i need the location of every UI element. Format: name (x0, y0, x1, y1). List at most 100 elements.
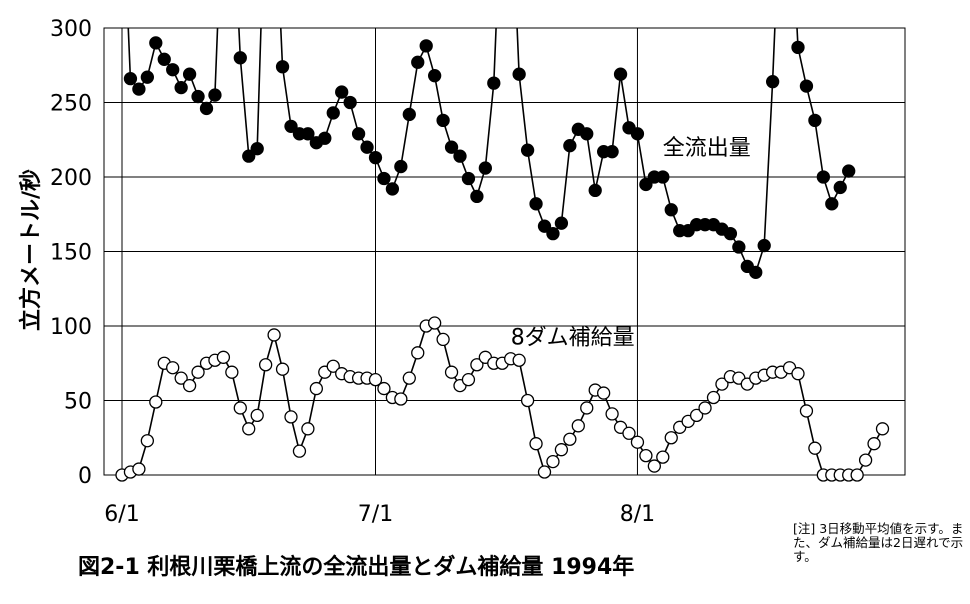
series-labels: 全流出量 8ダム補給量 (511, 136, 751, 350)
dam-supply-point (546, 454, 560, 469)
dam-supply-point (858, 453, 873, 467)
dam-supply-point (182, 378, 197, 393)
total-outflow-point (749, 265, 763, 280)
total-outflow-point (825, 197, 839, 211)
total-outflow-point (233, 51, 247, 65)
dam-supply-point (867, 437, 881, 451)
total-outflow-point (639, 177, 653, 192)
total-outflow-point (335, 85, 349, 99)
dam-supply-point (427, 316, 442, 330)
y-tick-label: 100 (50, 315, 92, 340)
y-tick-label: 250 (50, 92, 92, 117)
total-outflow-point (453, 149, 467, 163)
total-outflow-point (487, 76, 501, 90)
dam-supply-point (250, 408, 264, 423)
dam-supply-point (597, 386, 611, 400)
dam-supply-point (537, 465, 552, 479)
dam-supply-point (258, 358, 273, 372)
dam-supply-point (520, 393, 535, 408)
total-outflow-point (580, 127, 594, 141)
total-outflow-point (368, 150, 383, 165)
dam-supply-point (132, 462, 146, 476)
dam-supply-point (571, 419, 585, 433)
total-outflow-point (470, 189, 484, 204)
total-outflow-point (766, 74, 780, 89)
dam-supply-point (461, 372, 476, 387)
total-outflow-point (444, 140, 459, 154)
dam-supply-point (140, 434, 155, 448)
total-outflow-point (402, 107, 416, 122)
y-axis-tick-labels: 0 50 100 150 200 250 300 (50, 17, 92, 489)
series-points (115, 36, 890, 482)
dam-supply-point (512, 353, 526, 367)
dam-supply-point (394, 392, 408, 406)
total-outflow-point (554, 216, 569, 230)
dam-supply-point (554, 443, 569, 457)
total-outflow-point (140, 70, 155, 84)
grid-lines (103, 27, 906, 476)
total-outflow-point (149, 36, 163, 50)
chart-note: [注] 3日移動平均値を示す。また、ダム補給量は2日遅れで示す。 (793, 521, 964, 564)
total-outflow-point (605, 145, 619, 159)
dam-supply-point (850, 468, 864, 482)
y-tick-label: 150 (50, 241, 92, 266)
total-outflow-point (123, 72, 138, 86)
dam-supply-point (149, 395, 163, 409)
dam-supply-point (292, 444, 307, 458)
dam-supply-point (706, 390, 721, 405)
total-outflow-point (436, 113, 450, 128)
dam-supply-point (698, 401, 712, 415)
total-outflow-point (630, 127, 645, 141)
dam-supply-point (470, 358, 484, 372)
dam-supply-point (275, 362, 290, 376)
dam-supply-point (326, 359, 340, 373)
total-outflow-point (284, 119, 298, 133)
dam-supply-point (444, 365, 459, 379)
total-outflow-point (791, 40, 805, 55)
dam-supply-point (630, 435, 645, 449)
y-axis-label: 立方メートル/秒 (18, 169, 44, 331)
total-outflow-point (842, 164, 856, 178)
dam-supply-point (216, 350, 231, 364)
total-outflow-point (664, 203, 678, 217)
total-outflow-point (394, 159, 408, 174)
dam-supply-point (402, 371, 416, 385)
total-outflow-point (351, 127, 366, 141)
x-tick-label: 6/1 (104, 502, 139, 527)
total-outflow-point (199, 101, 214, 116)
total-outflow-point (377, 171, 391, 186)
total-outflow-point (166, 63, 180, 77)
total-outflow-point (182, 67, 197, 81)
total-outflow-point (799, 79, 814, 93)
dam-supply-point (284, 410, 298, 424)
total-outflow-point (419, 39, 433, 53)
series-label-2: 8ダム補給量 (511, 325, 635, 350)
total-outflow-point (275, 60, 290, 74)
dam-supply-point (411, 346, 425, 360)
total-outflow-point (360, 140, 374, 154)
dam-supply-point (799, 404, 814, 418)
total-outflow-point (461, 171, 476, 186)
dam-supply-point (656, 450, 670, 464)
dam-supply-point (377, 381, 391, 396)
total-outflow-point (242, 149, 256, 163)
x-tick-label: 8/1 (620, 502, 655, 527)
total-outflow-point (512, 67, 526, 81)
total-outflow-point (613, 67, 628, 81)
y-tick-label: 0 (78, 464, 92, 489)
total-outflow-point (250, 142, 264, 156)
total-outflow-point (343, 95, 357, 110)
y-tick-label: 300 (50, 17, 92, 42)
dam-supply-point (301, 422, 315, 436)
dam-supply-point (233, 401, 247, 415)
series-line-2 (121, 322, 884, 475)
dam-supply-point (715, 377, 729, 391)
total-outflow-point (301, 127, 315, 141)
total-outflow-point (833, 180, 847, 195)
total-outflow-point (174, 80, 188, 95)
total-outflow-point (520, 143, 535, 157)
total-outflow-point (529, 197, 543, 211)
x-axis-tick-labels: 6/1 7/1 8/1 (104, 502, 655, 527)
